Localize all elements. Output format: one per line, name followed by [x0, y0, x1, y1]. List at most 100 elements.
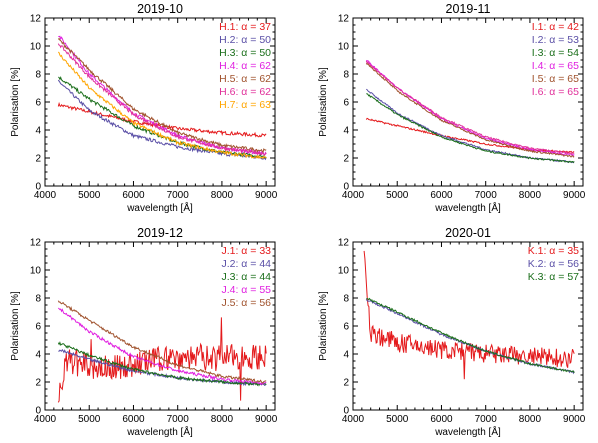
y-tick-label: 2 — [35, 378, 41, 389]
x-axis-label: wavelength [Å] — [126, 201, 193, 214]
chart-title: 2019-11 — [446, 2, 491, 16]
y-tick-label: 12 — [30, 14, 42, 25]
y-tick-label: 12 — [30, 238, 42, 249]
x-tick-label: 7000 — [167, 190, 190, 201]
legend-entry: K.1: α = 35 — [528, 245, 579, 257]
x-axis-label: wavelength [Å] — [434, 425, 501, 438]
x-axis-label: wavelength [Å] — [434, 201, 501, 214]
legend-entry: H.2: α = 50 — [219, 34, 271, 46]
y-tick-label: 10 — [338, 266, 350, 277]
legend-entry: I.1: α = 42 — [532, 21, 579, 33]
x-tick-label: 5000 — [78, 414, 101, 425]
chart-panel-4: 2020-01 4000 5000 6000 7000 8000 9000 0 2 4 6 8 10 12… — [318, 226, 586, 438]
y-tick-label: 4 — [343, 350, 349, 361]
x-tick-label: 8000 — [211, 190, 234, 201]
y-axis-label: Polarisation [%] — [318, 67, 329, 137]
chart-panel-3: 2019-12 4000 5000 6000 7000 8000 9000 0 2 4 6 8 10 12… — [10, 226, 278, 438]
x-tick-label: 7000 — [167, 414, 190, 425]
x-tick-label: 7000 — [475, 414, 498, 425]
series-line-1 — [363, 250, 575, 380]
x-tick-label: 9000 — [255, 414, 278, 425]
series-line-1 — [57, 317, 267, 403]
y-axis-label: Polarisation [%] — [10, 67, 21, 137]
series-line-1 — [365, 117, 575, 154]
y-tick-label: 8 — [35, 294, 41, 305]
series-line-6 — [365, 60, 575, 155]
series-line-6 — [57, 43, 267, 156]
x-tick-label: 6000 — [122, 190, 145, 201]
series-line-3 — [366, 93, 575, 164]
y-tick-label: 0 — [35, 406, 41, 417]
x-tick-label: 4000 — [34, 190, 57, 201]
y-tick-label: 6 — [343, 322, 349, 333]
x-tick-label: 4000 — [34, 414, 57, 425]
legend-entry: H.5: α = 62 — [219, 73, 271, 85]
series-line-3 — [57, 341, 267, 387]
x-tick-label: 8000 — [519, 414, 542, 425]
y-tick-label: 12 — [338, 238, 350, 249]
y-axis-label: Polarisation [%] — [10, 291, 21, 361]
y-tick-label: 4 — [343, 126, 349, 137]
x-tick-label: 6000 — [430, 414, 453, 425]
legend-entry: J.1: α = 33 — [221, 245, 271, 257]
legend-entry: J.3: α = 44 — [221, 271, 271, 283]
y-tick-label: 10 — [338, 42, 350, 53]
series-line-4 — [57, 307, 267, 386]
series-line-3 — [366, 297, 575, 374]
legend-entry: I.3: α = 54 — [532, 47, 579, 59]
x-tick-label: 9000 — [255, 190, 278, 201]
legend-entry: J.4: α = 55 — [221, 284, 271, 296]
chart-title: 2020-01 — [445, 226, 491, 240]
series-line-5 — [57, 300, 267, 384]
series-line-5 — [57, 37, 267, 154]
y-tick-label: 6 — [343, 98, 349, 109]
x-tick-label: 6000 — [122, 414, 145, 425]
series-line-2 — [58, 348, 267, 387]
x-tick-label: 9000 — [563, 190, 586, 201]
legend-entry: I.6: α = 65 — [532, 86, 579, 98]
y-tick-label: 2 — [35, 154, 41, 165]
x-tick-label: 8000 — [519, 190, 542, 201]
y-tick-label: 0 — [343, 406, 349, 417]
y-tick-label: 0 — [343, 182, 349, 193]
series-line-5 — [365, 62, 575, 158]
series-line-2 — [365, 298, 575, 375]
legend-entry: H.7: α = 63 — [219, 99, 271, 111]
legend-entry: I.2: α = 53 — [532, 34, 579, 46]
legend-entry: I.5: α = 65 — [532, 73, 579, 85]
legend-entry: J.2: α = 44 — [221, 258, 271, 270]
x-tick-label: 4000 — [342, 190, 365, 201]
legend-entry: I.4: α = 65 — [532, 60, 579, 72]
y-axis-label: Polarisation [%] — [318, 291, 329, 361]
legend-entry: H.3: α = 50 — [219, 47, 271, 59]
y-tick-label: 4 — [35, 126, 41, 137]
y-tick-label: 8 — [343, 70, 349, 81]
chart-panel-1: 2019-10 4000 5000 6000 7000 8000 9000 0 2 4 6 8 10 12… — [10, 2, 278, 214]
y-tick-label: 2 — [343, 378, 349, 389]
series-line-4 — [366, 59, 575, 157]
y-tick-label: 6 — [35, 98, 41, 109]
x-tick-label: 8000 — [211, 414, 234, 425]
y-tick-label: 10 — [30, 266, 42, 277]
y-tick-label: 8 — [343, 294, 349, 305]
y-tick-label: 12 — [338, 14, 350, 25]
x-tick-label: 5000 — [386, 414, 409, 425]
x-tick-label: 6000 — [430, 190, 453, 201]
legend-entry: H.1: α = 37 — [219, 21, 271, 33]
x-tick-label: 5000 — [78, 190, 101, 201]
x-tick-label: 4000 — [342, 414, 365, 425]
chart-title: 2019-10 — [137, 2, 183, 16]
y-tick-label: 4 — [35, 350, 41, 361]
y-tick-label: 0 — [35, 182, 41, 193]
y-tick-label: 8 — [35, 70, 41, 81]
legend-entry: H.4: α = 62 — [219, 60, 271, 72]
x-tick-label: 9000 — [563, 414, 586, 425]
y-tick-label: 6 — [35, 322, 41, 333]
x-axis-label: wavelength [Å] — [126, 425, 193, 438]
y-tick-label: 2 — [343, 154, 349, 165]
legend-entry: J.5: α = 56 — [221, 297, 271, 309]
x-tick-label: 7000 — [475, 190, 498, 201]
y-tick-label: 10 — [30, 42, 42, 53]
x-tick-label: 5000 — [386, 190, 409, 201]
